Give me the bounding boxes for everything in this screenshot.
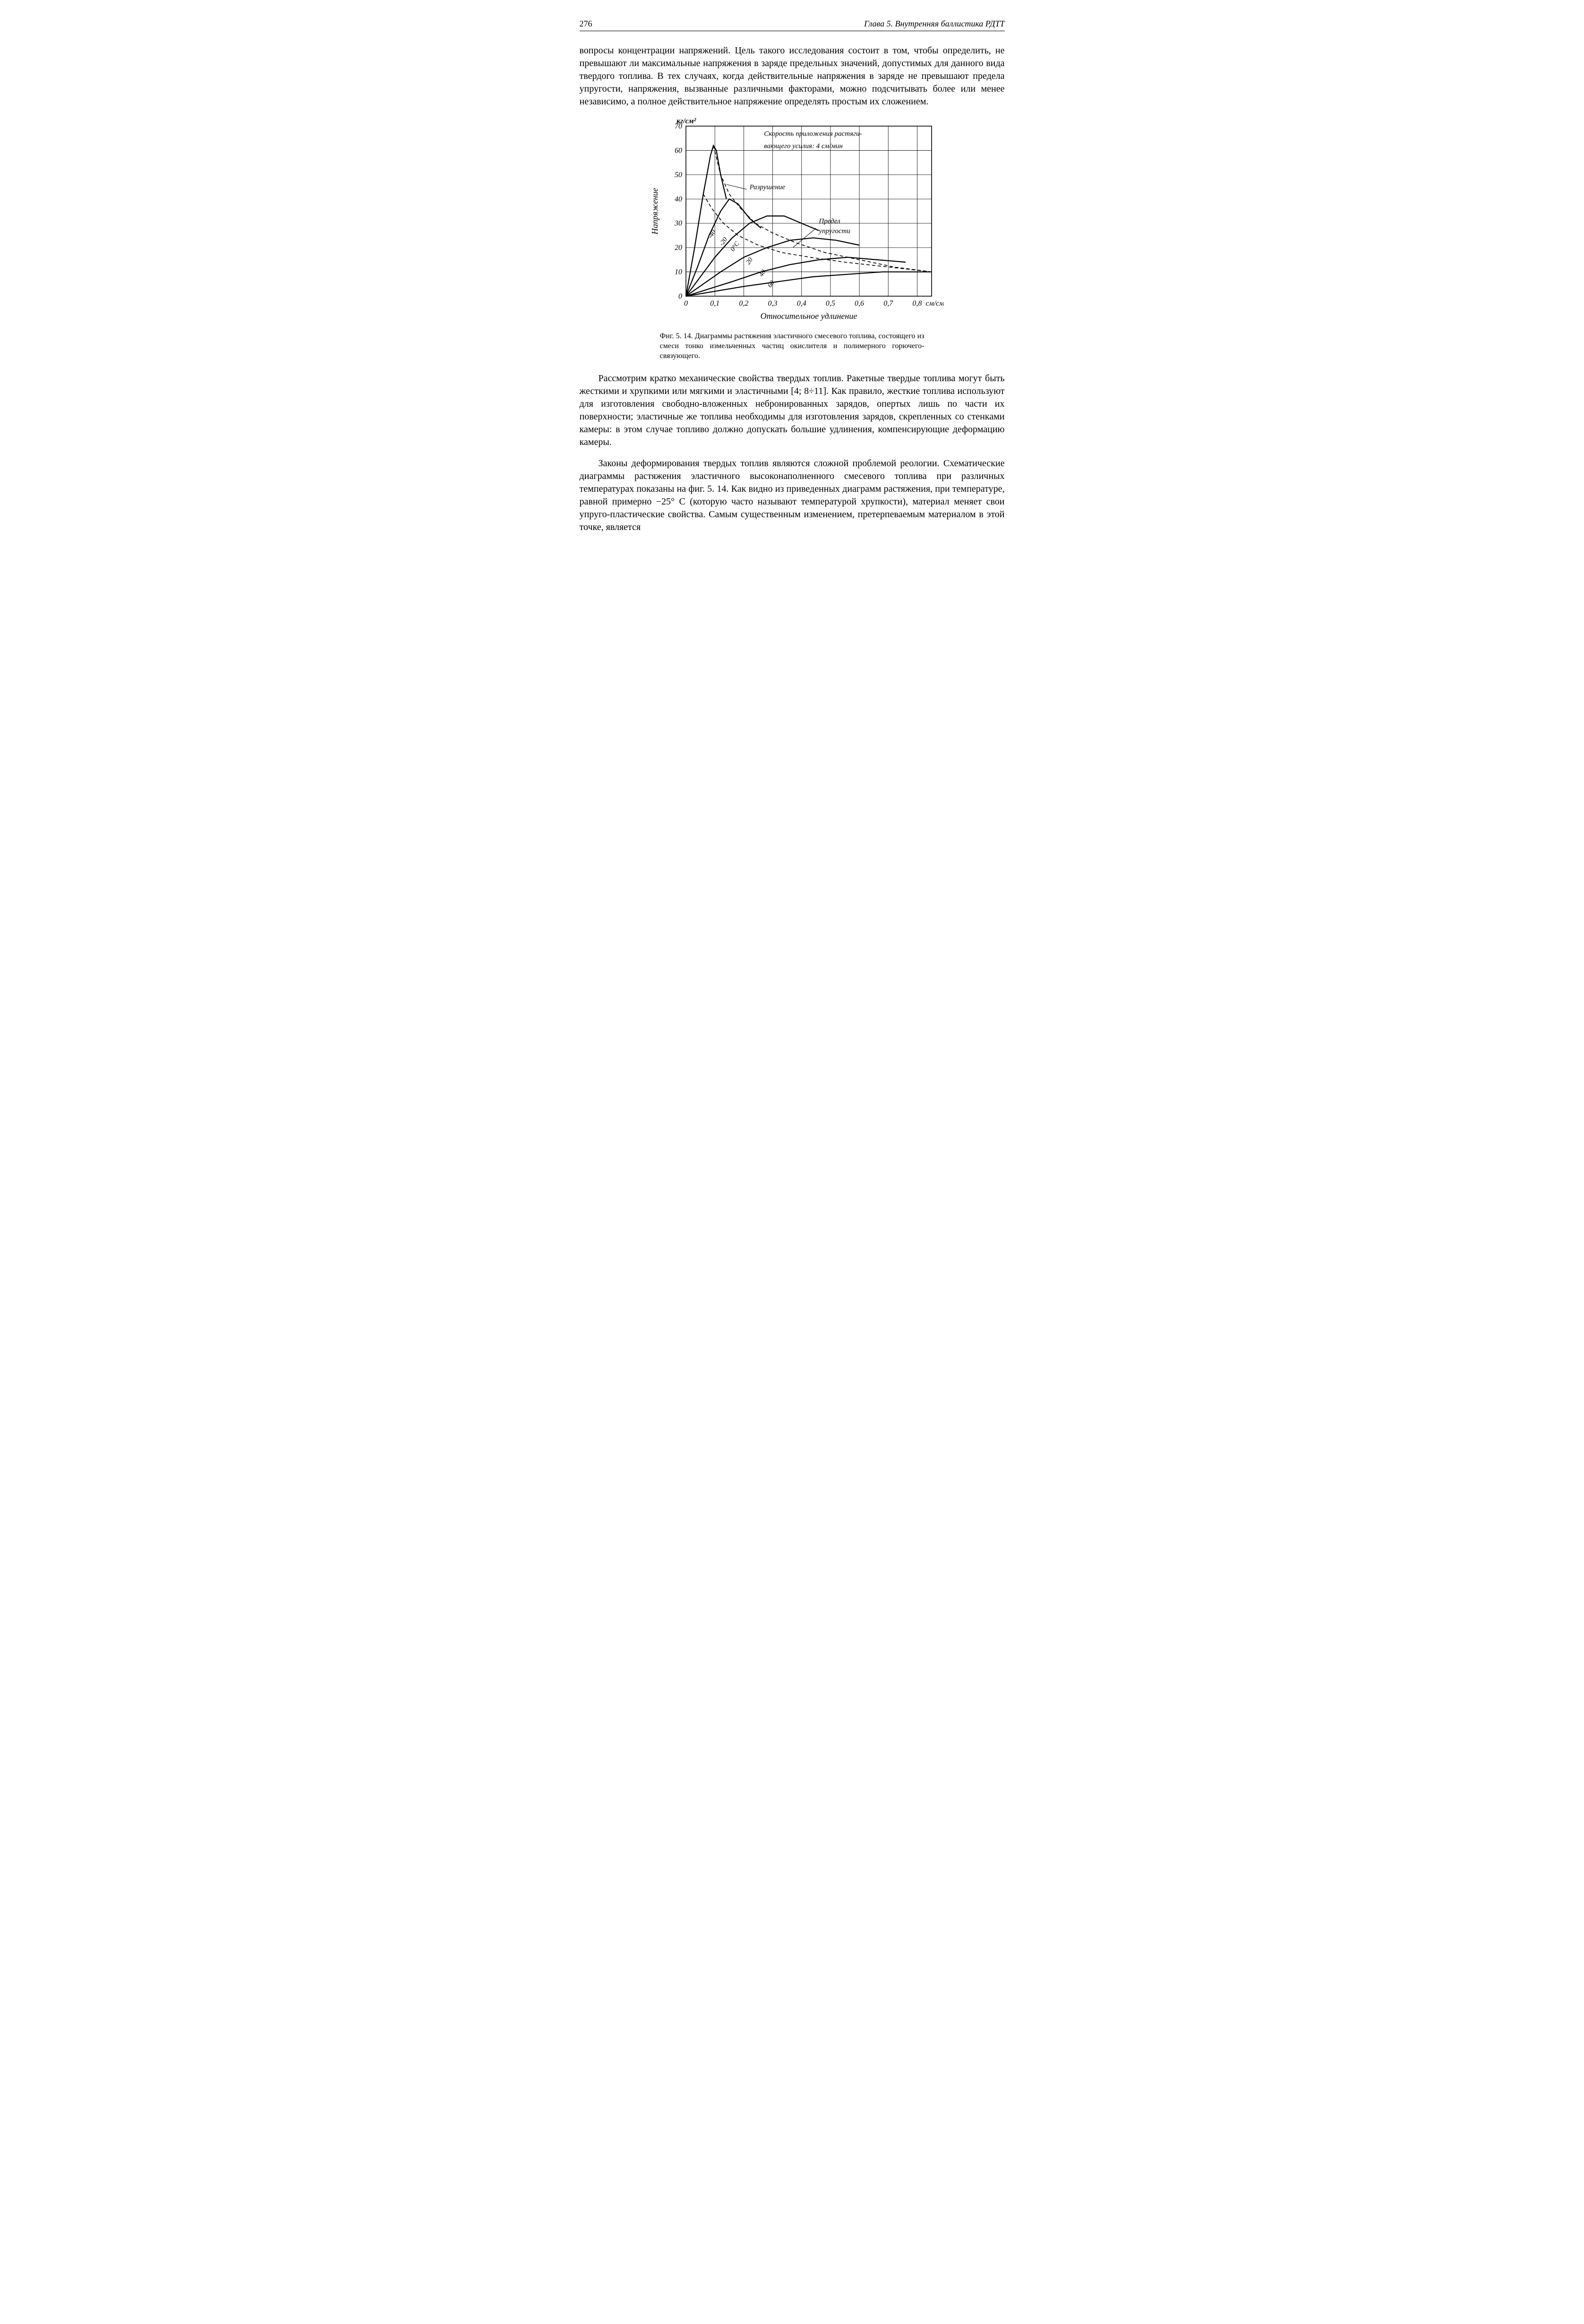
svg-text:упругости: упругости [818, 227, 850, 235]
svg-text:10: 10 [675, 268, 682, 276]
svg-text:20: 20 [675, 244, 682, 252]
svg-text:0,8: 0,8 [912, 299, 922, 308]
page-number: 276 [580, 19, 592, 29]
svg-text:60: 60 [675, 146, 682, 154]
paragraph-3: Законы деформирования твердых топлив явл… [580, 457, 1005, 534]
svg-text:Напряжение: Напряжение [650, 188, 659, 235]
running-head-title: Глава 5. Внутренняя баллистика РДТТ [864, 19, 1004, 29]
svg-text:40: 40 [675, 195, 682, 203]
paragraph-1: вопросы концентрации напряжений. Цель та… [580, 44, 1005, 108]
svg-text:Разрушение: Разрушение [749, 184, 785, 191]
stress-strain-chart: 01020304050607000,10,20,30,40,50,60,70,8… [641, 117, 943, 325]
svg-text:30: 30 [674, 220, 682, 228]
svg-text:50: 50 [675, 171, 682, 179]
svg-text:Относительное удлинение: Относительное удлинение [760, 311, 857, 321]
svg-text:кг/см²: кг/см² [676, 117, 697, 125]
svg-text:0,2: 0,2 [739, 299, 748, 308]
svg-text:Предел: Предел [818, 218, 840, 225]
svg-text:вающего усилия: 4 см/мин: вающего усилия: 4 см/мин [764, 142, 843, 150]
svg-text:0,3: 0,3 [768, 299, 777, 308]
svg-text:-20: -20 [718, 236, 729, 248]
svg-text:Скорость приложения растяги-: Скорость приложения растяги- [764, 130, 862, 138]
figure-caption: Фиг. 5. 14. Диаграммы растяжения эластич… [660, 332, 925, 361]
svg-text:0,4: 0,4 [796, 299, 806, 308]
paragraph-2: Рассмотрим кратко механические свойства … [580, 372, 1005, 449]
svg-text:0°C: 0°C [729, 240, 741, 253]
svg-text:0: 0 [678, 292, 682, 300]
figure-5-14: 01020304050607000,10,20,30,40,50,60,70,8… [580, 117, 1005, 361]
svg-text:0,5: 0,5 [825, 299, 835, 308]
svg-text:40: 40 [758, 269, 767, 278]
running-header: 276 Глава 5. Внутренняя баллистика РДТТ [580, 19, 1005, 31]
svg-text:0: 0 [684, 299, 688, 308]
svg-text:см/см: см/см [925, 299, 943, 308]
svg-text:0,1: 0,1 [710, 299, 719, 308]
svg-text:60: 60 [766, 280, 776, 289]
svg-text:0,7: 0,7 [883, 299, 893, 308]
svg-text:0,6: 0,6 [855, 299, 864, 308]
svg-text:20: 20 [745, 256, 754, 266]
page: 276 Глава 5. Внутренняя баллистика РДТТ … [551, 0, 1033, 571]
